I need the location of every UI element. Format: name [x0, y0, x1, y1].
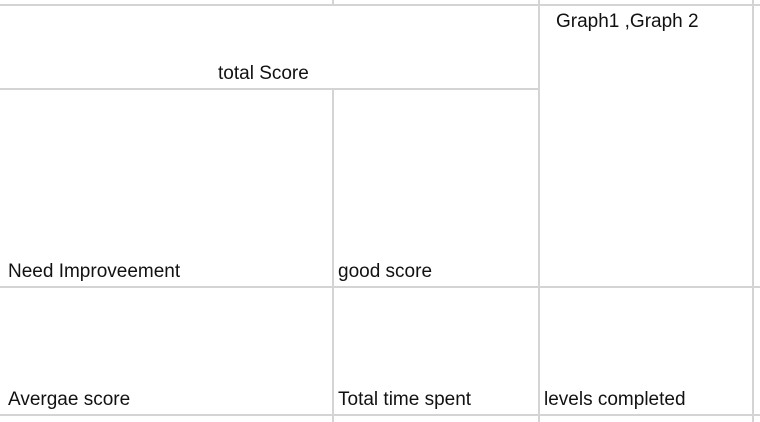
- cell-average-score[interactable]: Avergae score: [0, 288, 332, 414]
- gridline: [0, 88, 538, 90]
- gridline: [752, 0, 754, 422]
- gridline: [332, 0, 334, 4]
- cell-good-score[interactable]: good score: [334, 90, 538, 286]
- cell-graphs[interactable]: Graph1 ,Graph 2: [540, 6, 752, 286]
- cell-total-score-text: total Score: [218, 63, 309, 84]
- gridline: [538, 0, 540, 422]
- cell-average-score-text: Avergae score: [8, 389, 131, 410]
- cell-need-improvement[interactable]: Need Improveement: [0, 90, 332, 286]
- cell-total-score[interactable]: total Score: [0, 6, 538, 88]
- gridline: [0, 414, 760, 416]
- cell-total-time-spent[interactable]: Total time spent: [334, 288, 538, 414]
- gridline: [0, 286, 760, 288]
- cell-levels-completed[interactable]: levels completed: [540, 288, 752, 414]
- gridline: [332, 88, 334, 422]
- cell-graphs-text: Graph1 ,Graph 2: [556, 11, 699, 32]
- cell-levels-completed-text: levels completed: [544, 389, 686, 410]
- gridline: [0, 4, 760, 6]
- cell-good-score-text: good score: [338, 261, 433, 282]
- cell-need-improvement-text: Need Improveement: [8, 261, 181, 282]
- cell-total-time-spent-text: Total time spent: [338, 389, 472, 410]
